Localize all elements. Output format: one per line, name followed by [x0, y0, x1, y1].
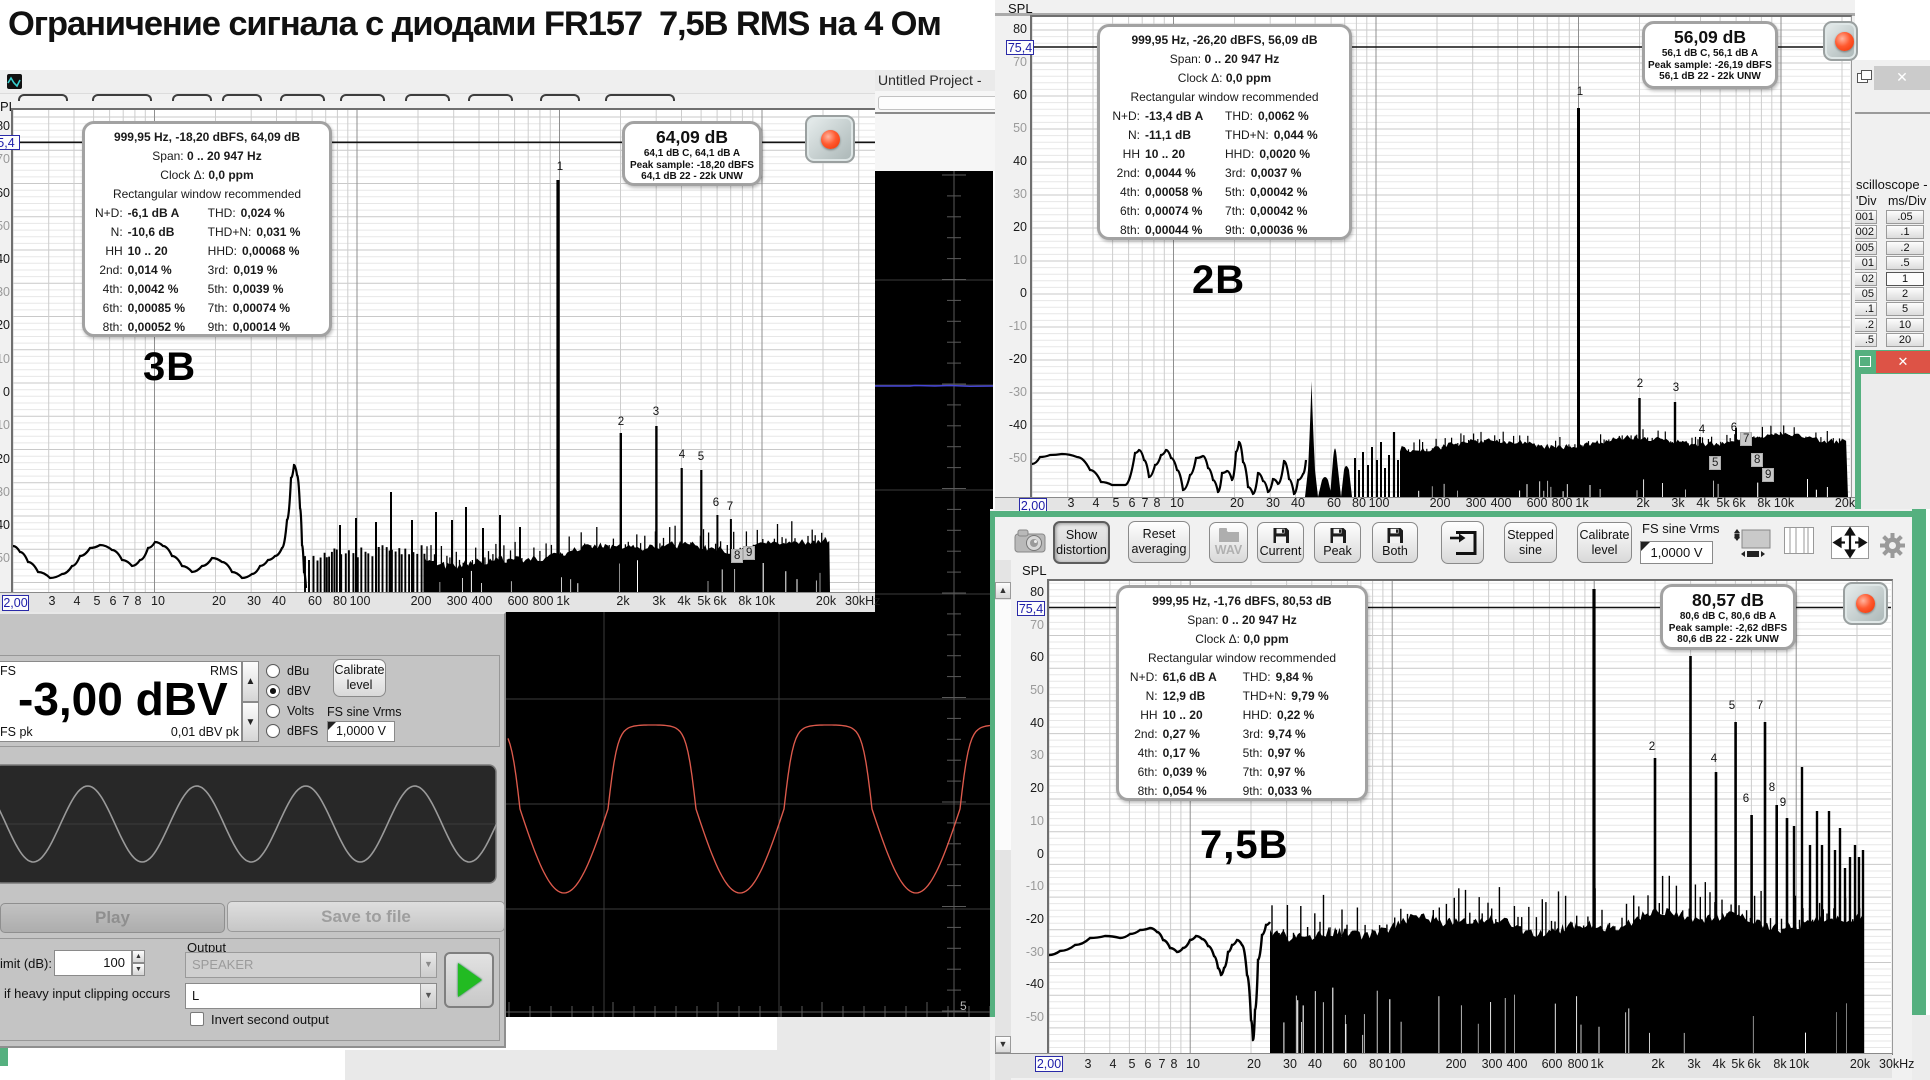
svg-text:5: 5 [960, 999, 967, 1013]
